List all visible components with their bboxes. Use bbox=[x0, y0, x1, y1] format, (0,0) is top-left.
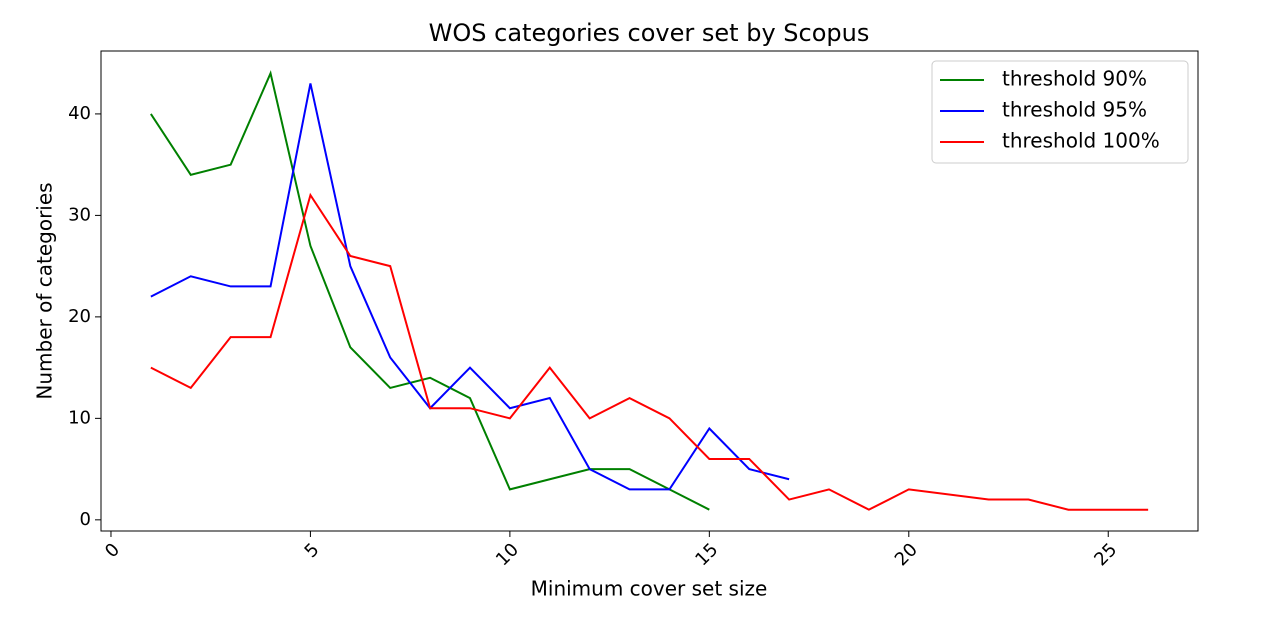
legend-label: threshold 95% bbox=[1002, 98, 1147, 122]
y-tick-label: 0 bbox=[80, 509, 91, 530]
legend-box bbox=[931, 60, 1189, 164]
series-line bbox=[150, 83, 790, 491]
y-tick-label: 40 bbox=[68, 103, 91, 124]
y-tick-label: 10 bbox=[68, 407, 91, 428]
y-tick-label: 20 bbox=[68, 306, 91, 327]
y-axis-label: Number of categories bbox=[33, 182, 57, 399]
legend: threshold 90% threshold 95% threshold 100% bbox=[931, 60, 1189, 164]
chart-title: WOS categories cover set by Scopus bbox=[429, 19, 870, 47]
legend-label: threshold 90% bbox=[1002, 67, 1147, 91]
series-line bbox=[150, 192, 1149, 511]
plot-frame bbox=[100, 50, 1199, 532]
series-line bbox=[150, 70, 710, 511]
y-tick-label: 30 bbox=[68, 204, 91, 225]
legend-label: threshold 100% bbox=[1002, 129, 1160, 153]
x-axis-label: Minimum cover set size bbox=[531, 577, 768, 601]
